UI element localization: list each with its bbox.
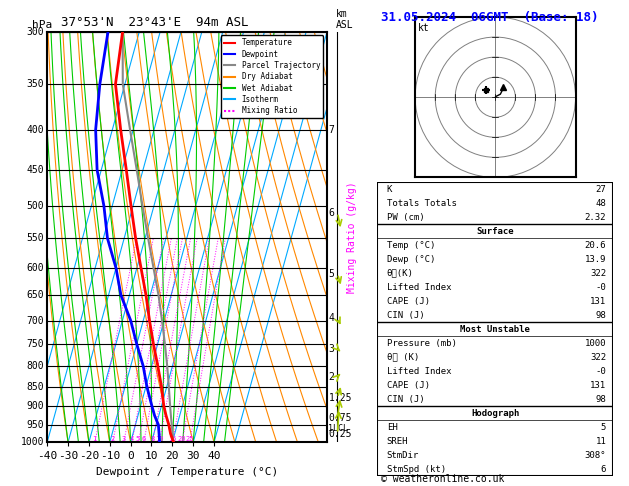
Text: Dewp (°C): Dewp (°C) — [387, 255, 435, 264]
Text: 98: 98 — [596, 311, 606, 320]
Text: 2: 2 — [110, 436, 114, 442]
Text: 8: 8 — [150, 436, 154, 442]
Text: Totals Totals: Totals Totals — [387, 199, 457, 208]
Text: 800: 800 — [27, 361, 45, 371]
Text: 700: 700 — [27, 315, 45, 326]
Text: StmDir: StmDir — [387, 451, 419, 460]
Text: 500: 500 — [27, 201, 45, 211]
Text: 0.25: 0.25 — [328, 429, 352, 439]
Text: km
ASL: km ASL — [335, 9, 353, 30]
Text: 98: 98 — [596, 395, 606, 404]
Text: 2: 2 — [328, 372, 335, 382]
Text: 20: 20 — [177, 436, 186, 442]
Text: Lifted Index: Lifted Index — [387, 283, 452, 292]
Text: PW (cm): PW (cm) — [387, 213, 425, 222]
X-axis label: Dewpoint / Temperature (°C): Dewpoint / Temperature (°C) — [96, 467, 278, 477]
Text: θᴄ(K): θᴄ(K) — [387, 269, 414, 278]
Text: 950: 950 — [27, 420, 45, 430]
Text: CIN (J): CIN (J) — [387, 395, 425, 404]
Text: 900: 900 — [27, 401, 45, 411]
Text: 1: 1 — [92, 436, 97, 442]
Text: 3: 3 — [328, 344, 335, 354]
Text: 350: 350 — [27, 79, 45, 89]
Text: 1000: 1000 — [21, 437, 45, 447]
Text: 20.6: 20.6 — [585, 241, 606, 250]
Text: CAPE (J): CAPE (J) — [387, 297, 430, 306]
Text: 5: 5 — [328, 269, 335, 278]
Text: Hodograph: Hodograph — [471, 409, 520, 418]
Text: K: K — [387, 185, 392, 194]
Text: 4: 4 — [328, 313, 335, 323]
Text: 2.32: 2.32 — [585, 213, 606, 222]
Text: 48: 48 — [596, 199, 606, 208]
Text: CAPE (J): CAPE (J) — [387, 381, 430, 390]
Text: 4: 4 — [130, 436, 133, 442]
Text: 750: 750 — [27, 339, 45, 349]
Legend: Temperature, Dewpoint, Parcel Trajectory, Dry Adiabat, Wet Adiabat, Isotherm, Mi: Temperature, Dewpoint, Parcel Trajectory… — [221, 35, 323, 118]
Text: Temp (°C): Temp (°C) — [387, 241, 435, 250]
Text: 131: 131 — [590, 381, 606, 390]
Text: Mixing Ratio (g/kg): Mixing Ratio (g/kg) — [347, 181, 357, 293]
Text: 25: 25 — [185, 436, 194, 442]
Text: hPa: hPa — [32, 19, 52, 30]
Text: 131: 131 — [590, 297, 606, 306]
Text: 650: 650 — [27, 290, 45, 300]
Text: 600: 600 — [27, 263, 45, 273]
Text: 13.9: 13.9 — [585, 255, 606, 264]
Text: kt: kt — [418, 23, 430, 34]
Text: 6: 6 — [601, 465, 606, 474]
Text: EH: EH — [387, 423, 398, 432]
Text: 550: 550 — [27, 233, 45, 243]
Text: 10: 10 — [155, 436, 164, 442]
Text: 7: 7 — [328, 125, 335, 135]
Text: 450: 450 — [27, 165, 45, 175]
Text: 400: 400 — [27, 125, 45, 135]
Text: SREH: SREH — [387, 437, 408, 446]
Text: 1000: 1000 — [585, 339, 606, 348]
Text: 11: 11 — [596, 437, 606, 446]
Text: 308°: 308° — [585, 451, 606, 460]
Text: 6: 6 — [328, 208, 335, 218]
Text: 5: 5 — [601, 423, 606, 432]
Text: -0: -0 — [596, 283, 606, 292]
Text: 6: 6 — [142, 436, 145, 442]
Text: 300: 300 — [27, 27, 45, 36]
Text: 31.05.2024  06GMT  (Base: 18): 31.05.2024 06GMT (Base: 18) — [381, 11, 598, 24]
Text: 3: 3 — [121, 436, 125, 442]
Text: CIN (J): CIN (J) — [387, 311, 425, 320]
Text: 0.75: 0.75 — [328, 413, 352, 422]
Text: Most Unstable: Most Unstable — [460, 325, 530, 334]
Text: Surface: Surface — [477, 227, 514, 236]
Text: θᴄ (K): θᴄ (K) — [387, 353, 419, 362]
Text: 322: 322 — [590, 269, 606, 278]
Text: 5: 5 — [136, 436, 140, 442]
Text: 850: 850 — [27, 382, 45, 392]
Text: 322: 322 — [590, 353, 606, 362]
Text: 37°53'N  23°43'E  94m ASL: 37°53'N 23°43'E 94m ASL — [61, 16, 248, 29]
Text: © weatheronline.co.uk: © weatheronline.co.uk — [381, 473, 504, 484]
Text: 1LCL: 1LCL — [328, 424, 348, 433]
Text: 1.25: 1.25 — [328, 393, 352, 403]
Text: 27: 27 — [596, 185, 606, 194]
Text: Pressure (mb): Pressure (mb) — [387, 339, 457, 348]
Text: StmSpd (kt): StmSpd (kt) — [387, 465, 446, 474]
Text: -0: -0 — [596, 367, 606, 376]
Text: Lifted Index: Lifted Index — [387, 367, 452, 376]
Text: 15: 15 — [168, 436, 176, 442]
